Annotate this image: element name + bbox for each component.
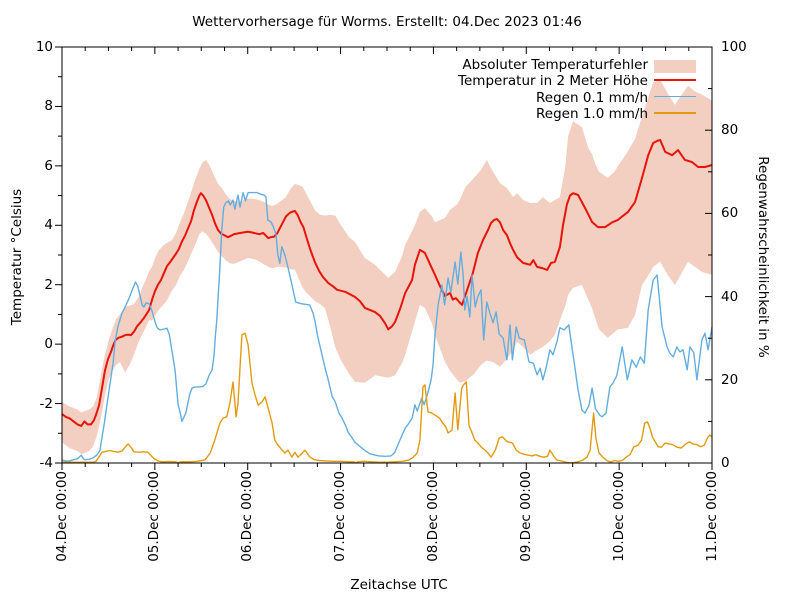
y-left-tick-label: 0 [44,336,53,353]
x-tick-label: 05.Dec 00:00 [146,471,163,562]
y-left-tick-label: -2 [39,395,53,412]
legend-swatch-band [654,60,696,73]
legend-swatch-rain-10-line [654,112,696,114]
y-right-tick-label: 0 [721,455,730,471]
x-tick-label: 09.Dec 00:00 [517,471,534,562]
y-right-tick-label: 20 [721,371,739,388]
series-temperature-line [61,139,713,427]
legend-label-rain-10: Regen 1.0 mm/h [536,106,648,123]
y-right-tick-label: 100 [721,39,747,55]
y-left-tick-label: 6 [44,157,53,174]
legend-label-temperature: Temperatur in 2 Meter Höhe [458,73,648,90]
x-tick-label: 07.Dec 00:00 [332,471,349,562]
x-tick-label: 11.Dec 00:00 [703,471,720,562]
y-left-tick-label: 10 [35,39,53,55]
y-right-tick-label: 40 [721,288,739,305]
y-left-tick-label: -4 [39,455,53,471]
y-axis-right-label: Regenwahrscheinlichkeit in % [755,156,771,358]
chart-title: Wettervorhersage für Worms. Erstellt: 04… [192,14,582,30]
x-tick-label: 10.Dec 00:00 [610,471,627,562]
series-rain-01-line [61,191,713,462]
x-tick-label: 06.Dec 00:00 [239,471,256,562]
legend-label-rain-01: Regen 0.1 mm/h [536,89,648,106]
x-tick-label: 08.Dec 00:00 [424,471,441,562]
y-left-tick-label: 2 [44,276,53,293]
y-left-tick-label: 8 [44,98,53,115]
series-rain-10-line [62,332,713,464]
y-left-tick-label: 4 [44,217,53,234]
legend-swatch-rain-01-line [654,95,696,98]
x-axis-label: Zeitachse UTC [350,577,448,593]
series-band-temperature-error [62,79,712,455]
x-tick-label: 04.Dec 00:00 [53,471,70,562]
y-right-tick-label: 80 [721,122,739,139]
legend-swatch-temperature-line [654,78,696,82]
legend-label-temperature-error: Absoluter Temperaturfehler [462,57,648,73]
y-right-tick-label: 60 [721,205,739,222]
